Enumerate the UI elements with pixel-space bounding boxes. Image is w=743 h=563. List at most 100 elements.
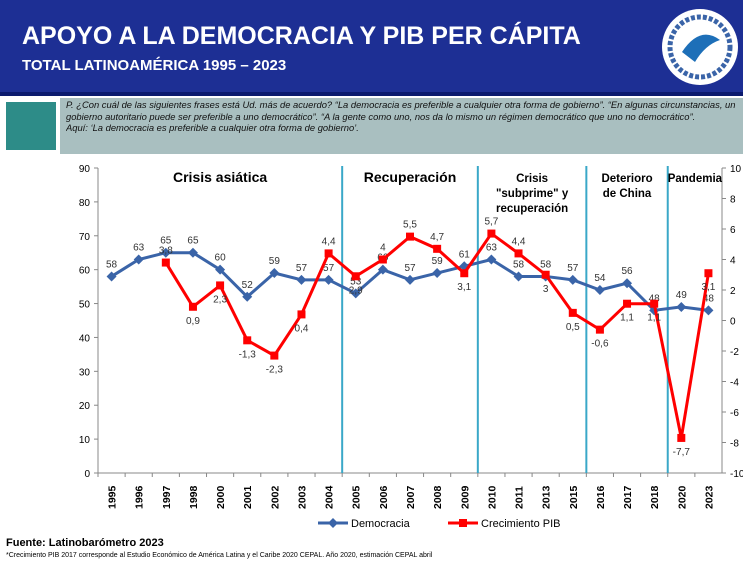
data-label: 57 [404,263,416,274]
point [623,299,632,308]
question: P. ¿Con cuál de las siguientes frases es… [66,99,736,122]
data-label: 57 [323,263,335,274]
point [270,351,279,360]
y2-tick-label: -8 [730,439,739,450]
point [297,310,306,319]
point [324,249,333,258]
data-label: 0,9 [186,316,200,327]
x-tick-label: 2010 [486,485,498,509]
data-label: 61 [459,249,471,260]
data-label: 53 [350,276,362,287]
x-tick-label: 2016 [595,485,607,509]
data-label: 5,5 [403,220,417,231]
y2-tick-label: -4 [730,378,739,389]
point [432,268,443,279]
x-tick-label: 2006 [378,485,390,509]
period-label-line: Recuperación [364,169,457,185]
point [216,281,225,290]
y2-tick-label: -2 [730,347,739,358]
data-label: 54 [594,273,606,284]
x-tick-label: 2003 [296,485,308,509]
data-label: 3 [543,284,549,295]
y-tick-label: 0 [84,469,90,480]
x-tick-label: 2018 [649,485,661,509]
point [296,274,307,285]
y-tick-label: 10 [79,435,91,446]
question-box [60,98,743,154]
period-label: Pandemia [668,173,723,185]
data-label: 2,3 [213,294,227,305]
data-label: 4,4 [322,236,336,247]
legend-label: Democracia [351,518,411,530]
header-rule [0,92,743,96]
point [161,258,170,267]
x-tick-label: 2020 [676,485,688,509]
point [486,254,497,265]
period-label: Deterioro de China [601,173,652,200]
period-label-line: Crisis asiática [173,169,267,185]
y-tick-label: 70 [79,232,91,243]
point [487,229,496,238]
point [323,274,334,285]
x-tick-label: 2002 [269,485,281,509]
y2-tick-label: -10 [730,469,743,480]
point [567,274,578,285]
x-tick-label: 2004 [324,485,336,509]
question-marker [6,102,56,150]
header-band [0,0,743,92]
answer: Aquí: ‘La democracia es preferible a cua… [66,122,359,133]
y2-tick-label: 4 [730,256,736,267]
point [622,278,633,289]
data-label: 65 [187,236,199,247]
data-label: 48 [703,293,715,304]
point [187,247,198,258]
logo [662,9,738,85]
data-label: 48 [649,293,661,304]
y2-tick-label: 10 [730,164,742,175]
data-label: 2,9 [349,285,363,296]
point [188,302,197,311]
point [513,271,524,282]
x-tick-label: 2017 [622,485,634,509]
period-label-line: recuperación [496,203,568,215]
point [377,264,388,275]
data-label: 57 [567,263,579,274]
footnote: *Crecimiento PIB 2017 corresponde al Est… [6,552,433,559]
data-label: 4,4 [512,236,526,247]
point [677,433,686,442]
x-tick-label: 2008 [432,485,444,509]
legend-label: Crecimiento PIB [481,518,560,530]
point [242,291,253,302]
point [243,336,252,345]
data-label: 52 [242,280,254,291]
period-label-line: Deterioro [601,173,652,185]
y-tick-label: 30 [79,367,91,378]
y2-tick-label: 0 [730,317,736,328]
x-tick-label: 2009 [459,485,471,509]
data-label: 57 [296,263,308,274]
point [351,272,360,281]
point [350,288,361,299]
point [703,305,714,316]
y2-tick-label: -6 [730,408,739,419]
point [160,247,171,258]
period-label: Crisis asiática [173,169,267,185]
question-area: P. ¿Con cuál de las siguientes frases es… [66,99,736,133]
point [406,232,414,241]
data-label: 65 [160,236,172,247]
point [133,254,144,265]
period-label-line: "subprime" y [496,188,569,200]
y-tick-label: 60 [79,266,91,277]
y-tick-label: 40 [79,333,91,344]
data-label: 5,7 [484,217,498,228]
y-tick-label: 80 [79,198,91,209]
point [704,269,713,278]
x-tick-label: 1996 [134,485,146,509]
x-tick-label: 2005 [351,485,363,509]
data-label: 3,1 [701,282,715,293]
data-label: 59 [432,256,444,267]
point [460,269,469,278]
point [405,274,415,285]
period-label-line: Crisis [516,173,548,185]
